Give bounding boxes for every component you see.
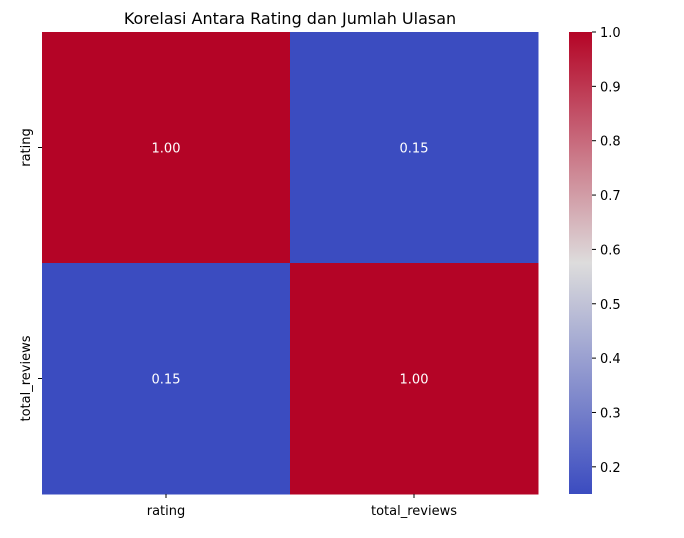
chart-title: Korelasi Antara Rating dan Jumlah Ulasan — [124, 9, 456, 28]
x-tick-label: rating — [147, 504, 186, 519]
cell-annotation-0-0: 1.00 — [152, 142, 181, 157]
colorbar-tick-label: 0.6 — [600, 243, 621, 258]
cell-annotation-0-1: 0.15 — [400, 142, 429, 157]
colorbar-gradient — [569, 32, 592, 494]
x-axis-ticks: rating total_reviews — [147, 494, 457, 519]
colorbar-tick-label: 0.4 — [600, 352, 621, 367]
colorbar-tick-label: 0.5 — [600, 298, 621, 313]
x-tick-label: total_reviews — [371, 504, 457, 519]
heatmap-cell-0-0 — [42, 32, 291, 264]
colorbar-tick-label: 0.7 — [600, 189, 621, 204]
y-axis-ticks: rating total_reviews — [19, 128, 42, 422]
colorbar-tick-label: 0.2 — [600, 461, 621, 476]
heatmap-cell-1-1 — [290, 263, 539, 495]
cell-annotation-1-0: 0.15 — [152, 373, 181, 388]
heatmap-cell-1-0 — [42, 263, 291, 495]
y-tick-label: rating — [19, 128, 34, 167]
colorbar: 0.2 0.3 0.4 0.5 0.6 0.7 0.8 0.9 1.0 — [569, 26, 621, 494]
colorbar-tick-label: 1.0 — [600, 26, 621, 41]
colorbar-tick-label: 0.9 — [600, 80, 621, 95]
colorbar-tick-label: 0.3 — [600, 406, 621, 421]
cell-annotation-1-1: 1.00 — [400, 373, 429, 388]
heatmap-cells: 1.00 0.15 0.15 1.00 — [42, 32, 539, 495]
y-tick-label: total_reviews — [19, 335, 34, 421]
heatmap-cell-0-1 — [290, 32, 539, 264]
colorbar-tick-label: 0.8 — [600, 135, 621, 150]
